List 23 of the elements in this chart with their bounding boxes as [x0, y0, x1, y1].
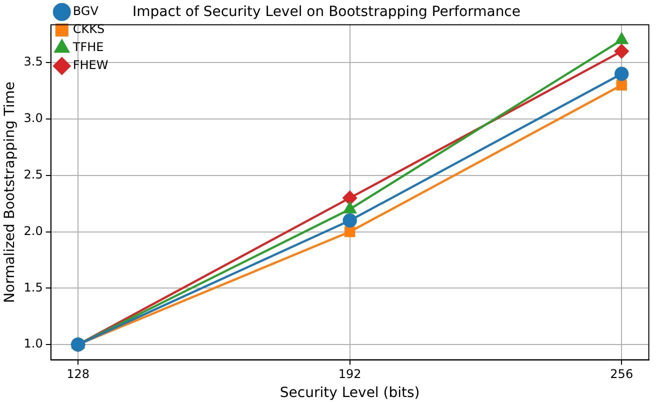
- legend-label: FHEW: [72, 58, 108, 72]
- x-tick-label: 256: [610, 367, 634, 382]
- chart-title: Impact of Security Level on Bootstrapping Performance: [132, 4, 520, 20]
- y-tick-label: 2.5: [24, 168, 43, 182]
- point: [344, 202, 356, 214]
- legend-label: BGV: [72, 4, 100, 18]
- y-tick-label: 1.5: [24, 280, 43, 294]
- point: [342, 190, 357, 206]
- legend-label: TFHE: [72, 40, 104, 54]
- y-axis-title: Normalized Bootstrapping Time: [2, 82, 18, 303]
- point: [342, 213, 357, 228]
- point: [344, 226, 356, 238]
- x-axis-title: Security Level (bits): [280, 385, 420, 402]
- y-tick-label: 3.5: [24, 54, 43, 69]
- point: [616, 80, 627, 90]
- y-tick-label: 2.0: [24, 224, 43, 238]
- x-tick-label: 128: [66, 367, 90, 382]
- y-tick-label: 3.0: [24, 111, 43, 126]
- x-tick-label: 192: [338, 367, 362, 382]
- point: [614, 66, 629, 81]
- y-tick-label: 1.0: [24, 336, 43, 351]
- point: [615, 32, 628, 44]
- point: [614, 44, 629, 58]
